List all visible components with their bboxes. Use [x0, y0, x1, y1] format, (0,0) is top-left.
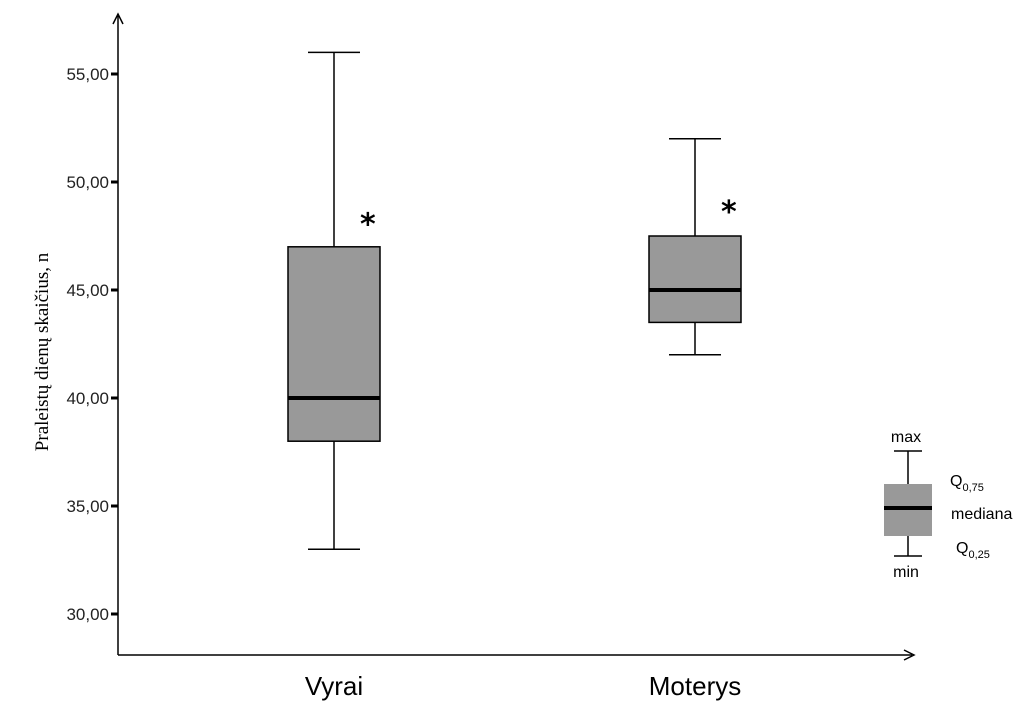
category-labels: Vyrai Moterys: [305, 671, 741, 701]
axes: [112, 12, 916, 661]
significance-marker: *: [721, 195, 737, 230]
significance-marker: *: [360, 208, 376, 243]
legend: max min mediana Q0,75 Q0,25: [884, 429, 1012, 581]
y-tick-label: 30,00: [66, 605, 109, 624]
iqr-box: [287, 246, 381, 442]
legend-q25-label: Q0,25: [956, 540, 990, 561]
y-ticks: 30,00 35,00 45,00 40,00 50,00 55,00: [66, 65, 118, 624]
y-axis-label: Praleistų dienų skaičius, n: [32, 252, 53, 451]
y-tick-label: 50,00: [66, 173, 109, 192]
iqr-box: [648, 235, 742, 324]
legend-min-label: min: [893, 564, 919, 581]
legend-q75-label: Q0,75: [950, 473, 984, 494]
legend-median-label: mediana: [951, 506, 1012, 523]
category-label: Moterys: [649, 671, 741, 701]
box-vyrai: *: [287, 51, 381, 550]
y-tick-label: 40,00: [66, 389, 109, 408]
box-series: * *: [287, 51, 742, 550]
y-axis-arrow: [112, 12, 124, 25]
category-label: Vyrai: [305, 671, 363, 701]
x-axis-arrow: [903, 649, 916, 661]
box-moterys: *: [648, 138, 742, 356]
y-tick-label: 35,00: [66, 497, 109, 516]
y-tick-label: 45,00: [66, 281, 109, 300]
legend-max-label: max: [891, 429, 921, 446]
y-tick-label: 55,00: [66, 65, 109, 84]
